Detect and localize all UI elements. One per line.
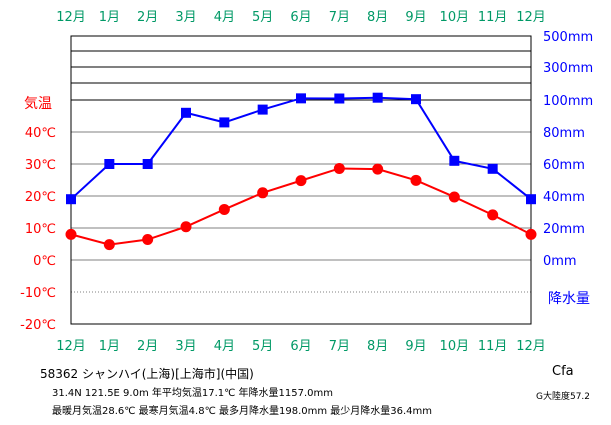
month-label-top-0: 12月 [56,10,86,25]
month-label-top-3: 3月 [175,10,196,25]
series-0-point-8 [372,163,384,175]
month-label-bottom-12: 12月 [516,339,546,354]
left-tick-label-3: 10℃ [25,222,56,237]
month-label-top-2: 2月 [137,10,158,25]
right-tick-label-3: 80mm [543,126,585,141]
station-details: 31.4N 121.5E 9.0m 年平均気温17.1℃ 年降水量1157.0m… [52,388,334,399]
month-label-top-9: 9月 [405,10,426,25]
month-label-bottom-7: 7月 [329,339,350,354]
series-0-point-9 [410,174,422,186]
series-0-point-2 [142,234,154,246]
month-label-bottom-2: 2月 [137,339,158,354]
station-title: 58362 シャンハイ(上海)[上海市](中国) [40,367,254,381]
left-tick-label-6: -20℃ [20,318,56,333]
series-1-point-1 [104,159,115,169]
series-0-point-0 [65,228,77,240]
month-label-bottom-5: 5月 [252,339,273,354]
month-label-top-6: 6月 [290,10,311,25]
series-1-point-7 [334,93,345,104]
series-0-point-10 [448,191,460,203]
continentality-index: G大陸度57.2 [536,392,591,402]
station-extremes: 最暖月気温28.6℃ 最寒月気温4.8℃ 最多月降水量198.0mm 最少月降水… [52,406,433,417]
month-label-bottom-1: 1月 [99,339,120,354]
right-tick-label-2: 100mm [543,94,593,109]
right-tick-label-7: 0mm [543,254,577,269]
month-label-top-11: 11月 [478,10,508,25]
series-0-point-12 [525,228,537,240]
left-tick-label-4: 0℃ [33,254,56,269]
series-1-point-9 [411,94,421,105]
right-tick-label-6: 20mm [543,222,585,237]
series-0-point-5 [257,187,269,199]
series-1-point-11 [487,163,498,174]
right-tick-label-1: 300mm [543,61,593,76]
right-tick-label-5: 40mm [543,190,585,205]
month-label-bottom-8: 8月 [367,339,388,354]
left-tick-label-1: 30℃ [25,158,56,173]
series-0-point-6 [295,175,307,187]
right-axis-title: 降水量 [548,291,590,307]
series-1-point-10 [449,155,460,166]
series-0-point-4 [218,203,230,215]
series-0-point-7 [333,162,345,174]
right-tick-label-0: 500mm [543,30,593,45]
month-label-bottom-10: 10月 [440,339,470,354]
series-0-point-11 [487,209,499,221]
month-label-top-8: 8月 [367,10,388,25]
series-1-point-0 [66,194,76,205]
month-label-bottom-4: 4月 [214,339,235,354]
series-1-point-8 [372,92,383,103]
left-tick-label-2: 20℃ [25,190,56,205]
month-label-top-1: 1月 [99,10,120,25]
month-label-bottom-3: 3月 [175,339,196,354]
series-0-point-3 [180,221,192,233]
left-tick-label-0: 40℃ [25,126,56,141]
plot-frame [70,35,532,325]
month-label-top-7: 7月 [329,10,350,25]
month-label-top-5: 5月 [252,10,273,25]
left-axis-title: 気温 [24,96,52,112]
series-1-point-6 [296,93,306,104]
left-tick-label-5: -10℃ [20,286,56,301]
series-1-point-2 [142,159,153,169]
month-label-top-4: 4月 [214,10,235,25]
series-1-point-3 [181,107,191,118]
month-label-bottom-0: 12月 [56,339,86,354]
month-label-bottom-6: 6月 [290,339,311,354]
month-label-bottom-9: 9月 [405,339,426,354]
series-0-point-1 [103,239,115,251]
month-label-top-10: 10月 [440,10,470,25]
series-1-point-5 [257,104,268,115]
right-tick-label-4: 60mm [543,158,585,173]
month-label-top-12: 12月 [516,10,546,25]
climate-class: Cfa [552,364,574,379]
series-1-point-12 [526,194,536,205]
series-1-point-4 [219,117,230,128]
month-label-bottom-11: 11月 [478,339,508,354]
